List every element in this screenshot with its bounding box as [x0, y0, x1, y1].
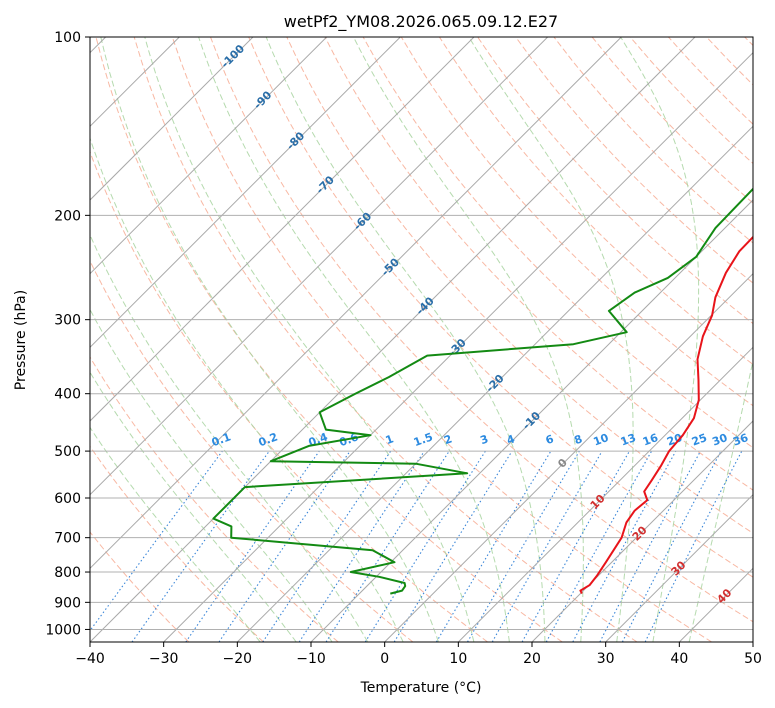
- dry-adiabat: [133, 37, 638, 642]
- moist-adiabat: [688, 358, 753, 642]
- isotherm-line: [90, 37, 475, 422]
- mixing-ratio-line: [262, 450, 392, 642]
- mixing-ratio-line: [572, 450, 677, 642]
- isotherm-line: [90, 37, 696, 642]
- isotherm-line: [236, 125, 753, 642]
- dry-adiabat: [438, 37, 753, 366]
- x-tick-label: 0: [380, 651, 389, 667]
- isotherm-line: [90, 37, 328, 275]
- dry-adiabat: [90, 445, 264, 642]
- mixing-ratio-label: 0.2: [257, 430, 280, 449]
- moist-adiabat: [90, 426, 261, 642]
- dry-adiabat: [90, 531, 190, 642]
- mixing-ratio-label: 0.1: [210, 430, 233, 449]
- moist-adiabat: [620, 37, 700, 642]
- dewpoint-trace: [212, 187, 753, 595]
- y-tick-label: 500: [54, 444, 81, 460]
- x-tick-label: 30: [597, 651, 615, 667]
- x-tick-label: −30: [149, 651, 179, 667]
- y-tick-label: 100: [54, 30, 81, 46]
- y-axis-ticks: 100 200 300 400 500 600 700 800 900 1000: [45, 30, 90, 638]
- x-axis-ticks: −40 −30 −20 −10 0 10 20 30 40 50: [75, 642, 762, 667]
- x-tick-label: 50: [744, 651, 762, 667]
- mixing-ratio-label: 6: [544, 432, 556, 447]
- y-tick-label: 1000: [45, 622, 81, 638]
- x-tick-label: 10: [449, 651, 467, 667]
- sounding-traces: [212, 187, 753, 595]
- moist-adiabat: [100, 37, 439, 642]
- isotherm-line: [90, 37, 622, 570]
- isotherm-line: [605, 493, 753, 642]
- isotherm-line: [457, 346, 753, 642]
- y-tick-label: 200: [54, 208, 81, 224]
- x-tick-label: 20: [523, 651, 541, 667]
- dry-adiabat: [90, 356, 339, 642]
- moist-adiabat: [144, 37, 475, 642]
- mixing-ratio-label: 16: [641, 431, 660, 449]
- dry-adiabat: [90, 150, 488, 642]
- mixing-ratio-label: 2: [442, 432, 454, 447]
- mixing-ratio-label: 1: [384, 432, 396, 447]
- x-tick-label: −40: [75, 651, 105, 667]
- isotherm-line: [90, 37, 549, 496]
- moist-adiabat: [90, 136, 404, 642]
- y-tick-label: 400: [54, 387, 81, 403]
- mixing-ratio-line: [298, 450, 425, 642]
- y-tick-label: 800: [54, 565, 81, 581]
- mixing-ratio-label: 20: [665, 431, 684, 449]
- mixing-ratio-line: [393, 450, 513, 642]
- mixing-ratio-label: 10: [592, 431, 611, 449]
- dry-adiabat: [95, 37, 563, 642]
- mixing-ratio-label: 36: [731, 431, 750, 449]
- x-tick-label: −20: [223, 651, 253, 667]
- mixing-ratio-label: 3: [478, 432, 490, 447]
- moist-adiabat: [198, 37, 510, 642]
- moist-adiabat: [90, 371, 297, 642]
- x-tick-label: 40: [670, 651, 688, 667]
- mixing-ratio-line: [325, 450, 450, 642]
- x-axis-label: Temperature (°C): [360, 680, 482, 696]
- isotherm-line: [90, 37, 254, 201]
- plot-frame: [89, 36, 754, 643]
- mixing-ratio-line: [90, 450, 223, 632]
- moist-adiabat: [353, 37, 584, 642]
- mixing-ratio-label: 25: [690, 431, 709, 448]
- chart-title: wetPf2_YM08.2026.065.09.12.E27: [284, 12, 558, 32]
- mixing-ratio-label: 13: [619, 431, 638, 448]
- x-tick-label: −10: [296, 651, 326, 667]
- mixing-ratio-label: 8: [572, 432, 584, 447]
- mixing-ratio-label: 30: [710, 431, 729, 449]
- temperature-trace: [579, 235, 753, 595]
- y-tick-label: 600: [54, 491, 81, 507]
- mixing-ratio-line: [218, 450, 351, 642]
- y-tick-label: 300: [54, 313, 81, 329]
- mixing-ratio-line: [185, 450, 320, 642]
- isotherm-line: [90, 37, 401, 349]
- mixing-ratio-line: [545, 450, 653, 642]
- isobar-grid: [90, 37, 753, 630]
- y-tick-label: 700: [54, 531, 81, 547]
- mixing-ratio-lines: [90, 450, 743, 642]
- moist-adiabat: [265, 37, 546, 642]
- mixing-ratio-line: [521, 450, 630, 642]
- dry-adiabat: [515, 37, 753, 284]
- isotherm-line: [531, 420, 753, 642]
- isotherms: [90, 37, 753, 642]
- y-axis-label: Pressure (hPa): [13, 290, 29, 390]
- dry-adiabat: [248, 37, 753, 578]
- y-tick-label: 900: [54, 595, 81, 611]
- mixing-ratio-line: [131, 450, 270, 642]
- isotherm-line: [384, 272, 753, 642]
- mixing-ratio-line: [644, 450, 743, 642]
- mixing-ratio-label: 1.5: [412, 430, 435, 449]
- isotherm-line: [310, 199, 753, 642]
- dry-adiabat: [210, 37, 753, 623]
- mixing-ratio-label: 4: [505, 432, 517, 447]
- dry-adiabat: [400, 37, 753, 407]
